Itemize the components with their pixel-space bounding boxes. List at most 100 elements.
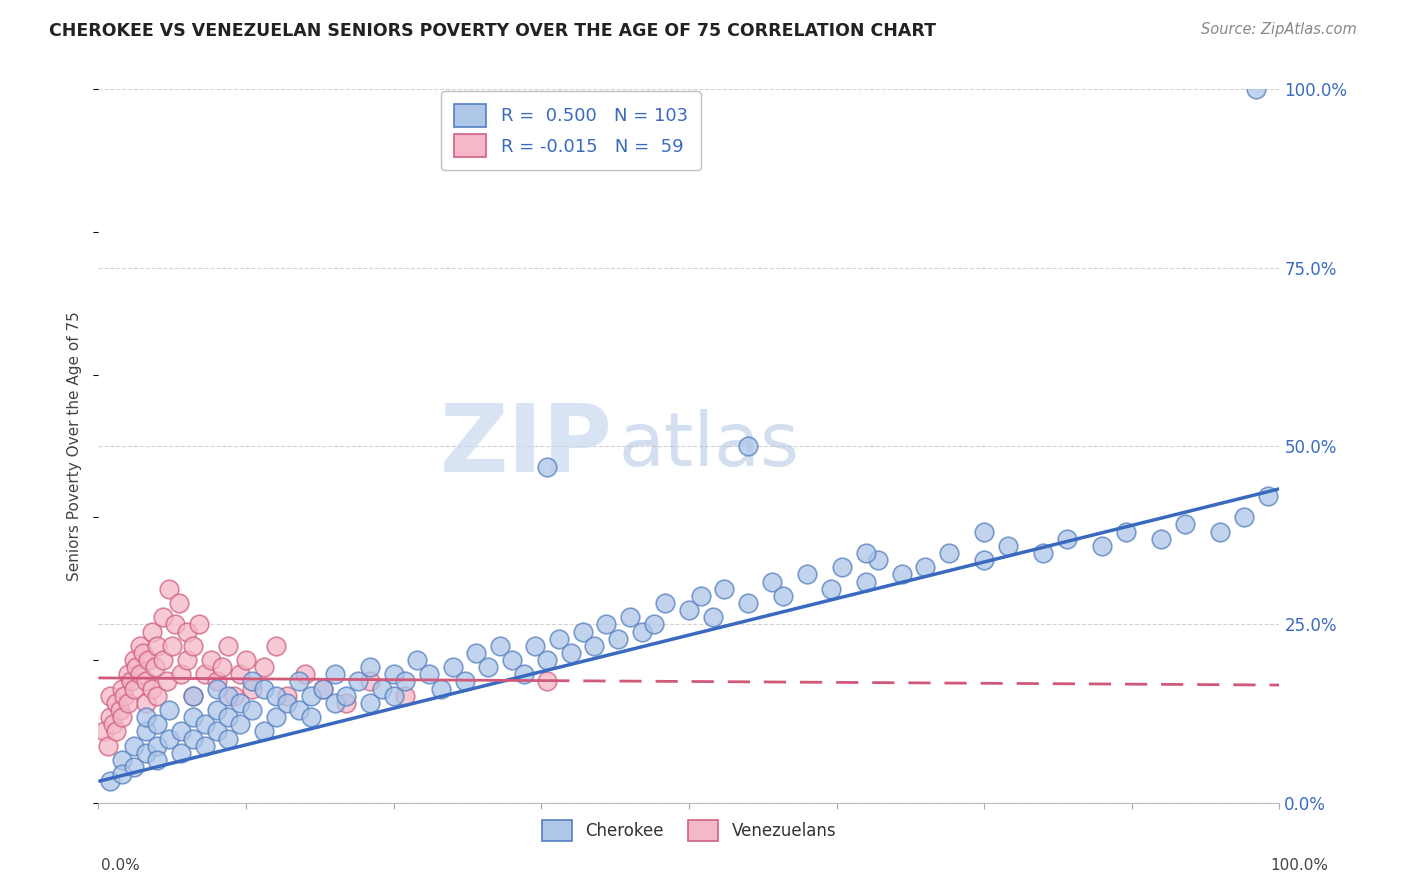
Point [229, 696, 252, 710]
Point [264, 689, 287, 703]
Point [141, 624, 163, 639]
Point [406, 653, 429, 667]
Point [205, 674, 228, 689]
Point [117, 667, 139, 681]
Point [264, 639, 287, 653]
Text: 100.0%: 100.0% [1271, 858, 1329, 872]
Point [111, 767, 134, 781]
Point [141, 681, 163, 696]
Point [294, 667, 316, 681]
Point [643, 617, 665, 632]
Point [831, 560, 853, 574]
Point [477, 660, 499, 674]
Point [1174, 517, 1197, 532]
Point [312, 681, 335, 696]
Point [299, 710, 322, 724]
Point [276, 696, 298, 710]
Point [111, 753, 134, 767]
Point [200, 653, 222, 667]
Point [117, 696, 139, 710]
Point [1032, 546, 1054, 560]
Point [157, 703, 180, 717]
Point [194, 717, 217, 731]
Text: CHEROKEE VS VENEZUELAN SENIORS POVERTY OVER THE AGE OF 75 CORRELATION CHART: CHEROKEE VS VENEZUELAN SENIORS POVERTY O… [49, 22, 936, 40]
Point [441, 660, 464, 674]
Point [323, 667, 346, 681]
Point [146, 717, 169, 731]
Point [128, 667, 150, 681]
Point [121, 674, 143, 689]
Text: ZIP: ZIP [439, 400, 612, 492]
Point [1209, 524, 1232, 539]
Point [205, 724, 228, 739]
Point [678, 603, 700, 617]
Point [217, 731, 239, 746]
Point [176, 653, 198, 667]
Text: Source: ZipAtlas.com: Source: ZipAtlas.com [1201, 22, 1357, 37]
Point [146, 753, 169, 767]
Point [128, 639, 150, 653]
Point [548, 632, 571, 646]
Point [135, 746, 157, 760]
Point [187, 617, 209, 632]
Point [240, 681, 263, 696]
Point [157, 731, 180, 746]
Point [143, 660, 166, 674]
Point [136, 653, 159, 667]
Point [382, 689, 405, 703]
Point [453, 674, 475, 689]
Point [288, 674, 311, 689]
Point [217, 710, 239, 724]
Point [1244, 82, 1267, 96]
Point [97, 739, 120, 753]
Point [630, 624, 652, 639]
Point [105, 696, 128, 710]
Point [160, 639, 183, 653]
Point [1115, 524, 1137, 539]
Point [181, 639, 204, 653]
Point [607, 632, 630, 646]
Point [101, 717, 124, 731]
Point [229, 717, 252, 731]
Point [512, 667, 534, 681]
Point [689, 589, 711, 603]
Point [176, 624, 198, 639]
Legend: Cherokee, Venezuelans: Cherokee, Venezuelans [534, 814, 844, 848]
Point [152, 653, 174, 667]
Point [170, 667, 193, 681]
Point [167, 596, 190, 610]
Point [335, 689, 357, 703]
Point [146, 689, 169, 703]
Point [1091, 539, 1114, 553]
Point [211, 660, 233, 674]
Text: 0.0%: 0.0% [101, 858, 141, 872]
Point [796, 567, 818, 582]
Point [359, 674, 381, 689]
Point [170, 746, 193, 760]
Y-axis label: Seniors Poverty Over the Age of 75: Seniors Poverty Over the Age of 75 [67, 311, 83, 581]
Point [156, 674, 179, 689]
Point [111, 681, 134, 696]
Point [93, 724, 115, 739]
Point [347, 674, 370, 689]
Point [737, 596, 759, 610]
Point [288, 703, 311, 717]
Point [152, 610, 174, 624]
Point [112, 689, 135, 703]
Point [914, 560, 936, 574]
Point [501, 653, 523, 667]
Point [323, 696, 346, 710]
Point [536, 653, 558, 667]
Point [890, 567, 912, 582]
Point [135, 674, 157, 689]
Point [866, 553, 889, 567]
Point [855, 574, 877, 589]
Point [157, 582, 180, 596]
Point [98, 774, 121, 789]
Point [761, 574, 783, 589]
Point [1233, 510, 1256, 524]
Point [194, 667, 217, 681]
Point [98, 710, 121, 724]
Point [1150, 532, 1173, 546]
Point [489, 639, 512, 653]
